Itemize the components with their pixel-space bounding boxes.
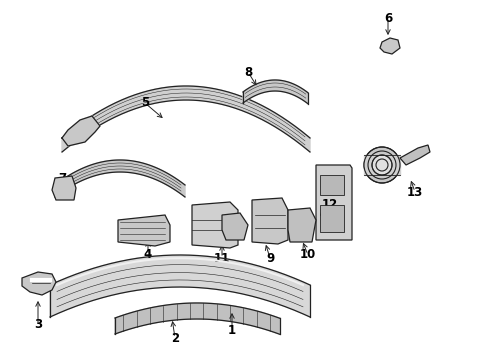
Polygon shape: [400, 145, 430, 165]
Circle shape: [364, 147, 400, 183]
Text: 13: 13: [407, 185, 423, 198]
Polygon shape: [316, 165, 352, 240]
Polygon shape: [118, 215, 170, 246]
Polygon shape: [192, 202, 238, 248]
Text: 5: 5: [141, 96, 149, 109]
Circle shape: [372, 155, 392, 175]
Polygon shape: [380, 38, 400, 54]
Polygon shape: [22, 272, 56, 295]
Text: 3: 3: [34, 319, 42, 332]
Text: 10: 10: [300, 248, 316, 261]
Polygon shape: [62, 116, 100, 146]
Polygon shape: [320, 175, 344, 195]
Polygon shape: [52, 176, 76, 200]
Text: 8: 8: [244, 66, 252, 78]
Text: 11: 11: [214, 252, 230, 265]
Text: 6: 6: [384, 12, 392, 24]
Text: 1: 1: [228, 324, 236, 337]
Text: 2: 2: [171, 332, 179, 345]
Polygon shape: [50, 255, 310, 317]
Polygon shape: [62, 86, 310, 152]
Text: 9: 9: [266, 252, 274, 265]
Text: 12: 12: [322, 198, 338, 211]
Text: 7: 7: [58, 171, 66, 184]
Polygon shape: [222, 213, 248, 240]
Polygon shape: [252, 198, 288, 244]
Text: 4: 4: [144, 248, 152, 261]
Polygon shape: [55, 160, 185, 197]
Polygon shape: [364, 155, 400, 175]
Polygon shape: [115, 303, 280, 334]
Polygon shape: [243, 80, 308, 104]
Polygon shape: [288, 208, 316, 242]
Polygon shape: [320, 205, 344, 232]
